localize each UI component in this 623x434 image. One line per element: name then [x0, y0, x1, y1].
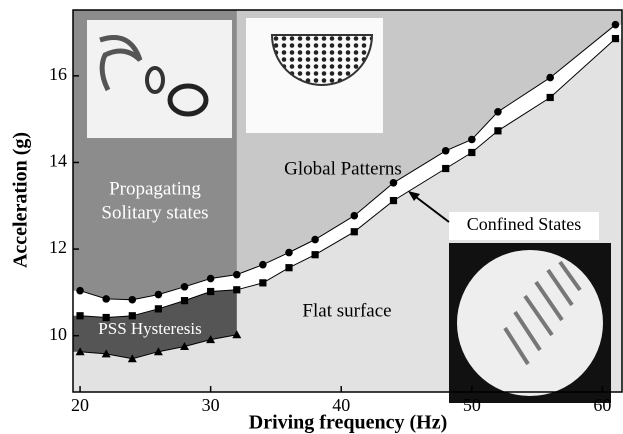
marker-circle — [76, 287, 84, 295]
marker-square — [76, 312, 83, 319]
y-tick-label: 16 — [49, 64, 67, 84]
marker-circle — [612, 21, 620, 29]
marker-square — [312, 251, 319, 258]
marker-circle — [546, 74, 554, 82]
marker-square — [233, 286, 240, 293]
marker-square — [351, 228, 358, 235]
marker-circle — [442, 147, 450, 155]
marker-square — [207, 288, 214, 295]
marker-circle — [311, 236, 319, 244]
marker-square — [547, 94, 554, 101]
y-tick-label: 14 — [49, 151, 67, 171]
x-axis-title: Driving frequency (Hz) — [249, 412, 448, 434]
x-tick-label: 60 — [593, 395, 611, 415]
marker-circle — [207, 275, 215, 283]
x-tick-label: 30 — [202, 395, 220, 415]
annotation: Propagating — [109, 178, 201, 199]
marker-square — [259, 279, 266, 286]
annotation: Flat surface — [302, 300, 391, 321]
marker-circle — [494, 108, 502, 116]
marker-circle — [468, 136, 476, 144]
marker-circle — [181, 283, 189, 291]
marker-circle — [285, 249, 293, 257]
marker-square — [494, 127, 501, 134]
chart: 203040506010121416 Propagating Solitary … — [0, 0, 623, 434]
marker-square — [285, 264, 292, 271]
y-axis-title: Acceleration (g) — [10, 132, 32, 268]
annotation: Solitary states — [101, 202, 208, 223]
marker-circle — [155, 291, 163, 299]
marker-square — [468, 149, 475, 156]
marker-circle — [350, 212, 358, 220]
y-tick-label: 12 — [49, 237, 67, 257]
marker-circle — [128, 296, 136, 304]
marker-circle — [233, 271, 241, 279]
marker-circle — [102, 295, 110, 303]
marker-square — [155, 305, 162, 312]
marker-circle — [259, 261, 267, 269]
marker-square — [442, 165, 449, 172]
marker-square — [390, 197, 397, 204]
marker-square — [612, 35, 619, 42]
x-tick-label: 20 — [71, 395, 89, 415]
x-tick-label: 50 — [463, 395, 481, 415]
marker-circle — [390, 179, 398, 187]
annotation: PSS Hysteresis — [98, 319, 201, 338]
marker-square — [181, 297, 188, 304]
y-tick-label: 10 — [49, 324, 67, 344]
photo-detail — [457, 250, 603, 396]
annotation: Global Patterns — [284, 158, 402, 179]
annotation: Confined States — [467, 214, 582, 234]
